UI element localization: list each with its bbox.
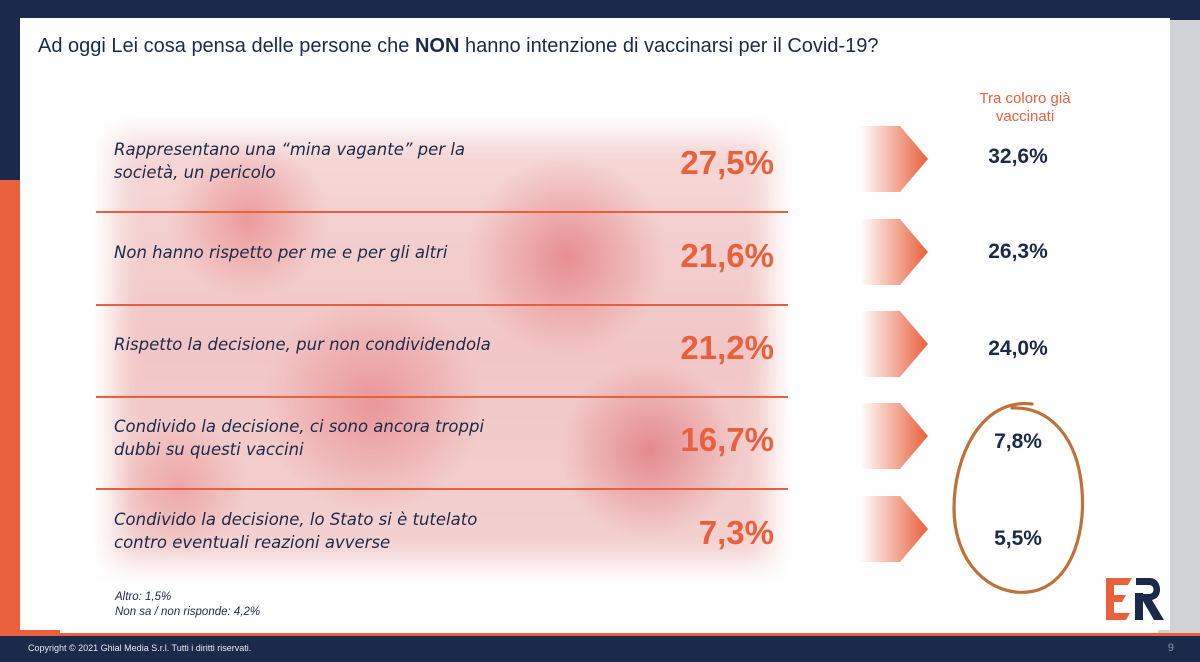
page-number: 9 [1167, 642, 1174, 654]
row-label-line1: Non hanno rispetto per me e per gli altr… [114, 243, 448, 262]
row-label: Rappresentano una “mina vagante” per la s… [114, 138, 584, 184]
page-title: Ad oggi Lei cosa pensa delle persone che… [38, 35, 879, 57]
chevron-arrow-icon [860, 311, 928, 377]
arrow-shape [860, 496, 928, 562]
table-row: Condivido la decisione, lo Stato si è tu… [96, 490, 788, 582]
row-total-value: 7,3% [698, 514, 774, 551]
row-separator [96, 304, 788, 306]
row-label-line1: Condivido la decisione, ci sono ancora t… [114, 417, 485, 436]
chevron-arrow-icon [860, 126, 928, 192]
chevron-arrow-icon [860, 496, 928, 562]
vaccinated-value: 24,0% [988, 337, 1048, 360]
row-label: Rispetto la decisione, pur non condivide… [114, 333, 584, 356]
note-altro: Altro: 1,5% [115, 591, 172, 603]
row-total-value: 21,2% [680, 329, 774, 366]
table-row: Condivido la decisione, ci sono ancora t… [96, 397, 788, 489]
row-total-value: 27,5% [680, 144, 774, 181]
row-label-line2: contro eventuali reazioni avverse [114, 533, 391, 552]
row-separator [96, 396, 788, 398]
notes: Altro: 1,5% Non sa / non risponde: 4,2% [115, 590, 260, 620]
footer-accent-line [0, 633, 1200, 636]
chevron-arrow-icon [860, 219, 928, 285]
virus-background-photo [96, 118, 788, 580]
row-label-line1: Condivido la decisione, lo Stato si è tu… [114, 510, 478, 529]
row-label-line2: società, un pericolo [114, 163, 276, 182]
vaccinated-value: 32,6% [988, 145, 1048, 168]
row-label: Condivido la decisione, lo Stato si è tu… [114, 508, 584, 554]
row-label-line1: Rispetto la decisione, pur non condivide… [114, 335, 491, 354]
footer-bar [0, 633, 1200, 662]
row-total-value: 16,7% [680, 421, 774, 458]
arrow-shape [860, 219, 928, 285]
row-label-line1: Rappresentano una “mina vagante” per la [114, 140, 466, 159]
copyright-text: Copyright © 2021 Ghial Media S.r.l. Tutt… [28, 643, 252, 653]
row-separator [96, 211, 788, 213]
highlight-circle [952, 402, 1085, 594]
note-non-sa: Non sa / non risponde: 4,2% [115, 606, 261, 618]
arrow-shape [860, 403, 928, 469]
vaccinated-value: 26,3% [988, 240, 1048, 263]
table-row: Rappresentano una “mina vagante” per la s… [96, 120, 788, 212]
arrow-shape [860, 126, 928, 192]
row-label: Condivido la decisione, ci sono ancora t… [114, 415, 584, 461]
arrow-shape [860, 311, 928, 377]
row-separator [96, 488, 788, 490]
table-row: Non hanno rispetto per me e per gli altr… [96, 213, 788, 305]
row-total-value: 21,6% [680, 237, 774, 274]
er-logo-icon [1106, 578, 1164, 620]
vaccinated-value: 5,5% [994, 527, 1042, 550]
table-row: Rispetto la decisione, pur non condivide… [96, 305, 788, 397]
row-label: Non hanno rispetto per me e per gli altr… [114, 241, 584, 264]
chevron-arrow-icon [860, 403, 928, 469]
vaccinated-header: Tra coloro già vaccinati [979, 90, 1071, 125]
row-label-line2: dubbi su questi vaccini [114, 440, 304, 459]
vaccinated-value: 7,8% [994, 430, 1042, 453]
